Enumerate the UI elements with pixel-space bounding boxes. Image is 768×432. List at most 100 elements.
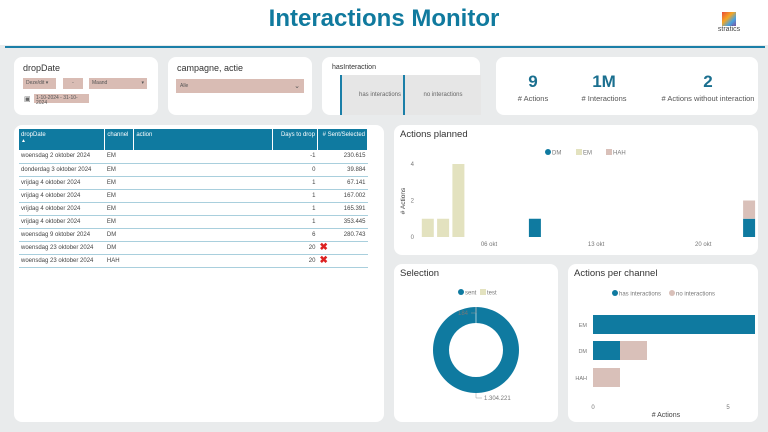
missing-icon: ✖ bbox=[317, 241, 368, 255]
legend-label: HAH bbox=[613, 151, 626, 157]
table-row[interactable]: woensdag 23 oktober 2024 HAH 20 ✖ bbox=[19, 254, 368, 268]
table-cell: vrijdag 4 oktober 2024 bbox=[19, 176, 105, 190]
legend-marker-dm bbox=[545, 149, 551, 155]
column-header[interactable]: channel bbox=[104, 129, 135, 150]
data-label-test: 184 bbox=[458, 311, 469, 317]
y-tick-label: EM bbox=[579, 323, 588, 329]
count-input[interactable]: - bbox=[63, 78, 83, 89]
table-row[interactable]: vrijdag 4 oktober 2024 EM 1 353.445 bbox=[19, 215, 368, 229]
campagne-dropdown[interactable]: Alle ⌄ bbox=[176, 79, 304, 93]
table-cell: -1 bbox=[272, 150, 318, 164]
table-cell: 280.743 bbox=[317, 228, 368, 242]
table-cell: EM bbox=[104, 189, 134, 203]
legend-label: no interactions bbox=[676, 292, 715, 298]
campagne-slicer: campagne, actie Alle ⌄ bbox=[168, 57, 312, 115]
dropdate-slicer: dropDate Deze/dit ▾ - Maand ▾ ▣ 1-10-2024… bbox=[14, 57, 158, 115]
relative-dropdown[interactable]: Deze/dit ▾ bbox=[23, 78, 56, 89]
bar-em-2024-10-04 bbox=[452, 164, 465, 237]
header: Interactions Monitor stratics bbox=[0, 0, 768, 45]
y-tick-label: HAH bbox=[575, 376, 587, 382]
table-row[interactable]: vrijdag 4 oktober 2024 EM 1 167.002 bbox=[19, 189, 368, 203]
unit-dropdown[interactable]: Maand ▾ bbox=[89, 78, 147, 89]
actions-table-card: dropDate ▲ channel action Days to drop # Sent… bbox=[14, 125, 384, 422]
table-cell: 353.445 bbox=[317, 215, 368, 229]
table-cell: 167.002 bbox=[317, 189, 368, 203]
table-cell: 1 bbox=[272, 176, 318, 190]
y-tick-label: DM bbox=[578, 349, 587, 355]
table-cell: 165.391 bbox=[317, 202, 368, 216]
table-cell: DM bbox=[104, 228, 134, 242]
table-cell: 20 bbox=[272, 241, 318, 255]
legend-marker-sent bbox=[458, 289, 464, 295]
actions-planned-card: Actions planned DM EM HAH 0 2 4 # Actions 06 ok… bbox=[394, 125, 758, 255]
table-cell: vrijdag 4 oktober 2024 bbox=[19, 215, 105, 229]
table-cell: DM bbox=[104, 241, 134, 255]
slicer-label: campagne, actie bbox=[177, 63, 244, 73]
table-cell bbox=[133, 215, 273, 229]
table-row[interactable]: woensdag 23 oktober 2024 DM 20 ✖ bbox=[19, 241, 368, 255]
table-row[interactable]: woensdag 2 oktober 2024 EM -1 230.615 bbox=[19, 150, 368, 164]
selection-donut-chart: sent test 184 1.304.221 bbox=[432, 289, 519, 402]
date-range[interactable]: 1-10-2024 - 31-10-2024 bbox=[34, 94, 89, 106]
table-cell: 6 bbox=[272, 228, 318, 242]
table-cell: 0 bbox=[272, 163, 318, 177]
legend-label: test bbox=[487, 291, 497, 297]
header-divider bbox=[5, 46, 765, 48]
legend-marker-no-interactions bbox=[669, 290, 675, 296]
table-cell: 1 bbox=[272, 189, 318, 203]
table-row[interactable]: woensdag 9 oktober 2024 DM 6 280.743 bbox=[19, 228, 368, 242]
stratics-logo: stratics bbox=[712, 12, 746, 33]
y-tick-label: 4 bbox=[411, 162, 415, 168]
table-cell: vrijdag 4 oktober 2024 bbox=[19, 189, 105, 203]
bar-hah-no-interactions bbox=[593, 368, 620, 387]
bar-dm-2024-10-09 bbox=[528, 218, 541, 237]
table-cell bbox=[133, 163, 273, 177]
table-cell: woensdag 23 oktober 2024 bbox=[19, 241, 105, 255]
chart-title: Actions planned bbox=[400, 129, 468, 140]
page-title: Interactions Monitor bbox=[268, 5, 500, 32]
table-cell: EM bbox=[104, 215, 134, 229]
column-header[interactable]: # Sent/Selected bbox=[317, 129, 369, 150]
bar-em-2024-10-03 bbox=[437, 218, 450, 237]
table-cell: 1 bbox=[272, 215, 318, 229]
option-no-interactions[interactable]: no interactions bbox=[403, 75, 481, 115]
table-cell bbox=[133, 189, 273, 203]
kpi-actions-without-interaction: 2 # Actions without interaction bbox=[661, 72, 755, 103]
legend-marker-test bbox=[480, 289, 486, 295]
column-header[interactable]: dropDate ▲ bbox=[19, 129, 106, 150]
x-tick-label: 20 okt bbox=[695, 242, 712, 248]
x-tick-label: 13 okt bbox=[588, 242, 605, 248]
donut-slice-sent bbox=[432, 307, 519, 393]
y-tick-label: 0 bbox=[411, 235, 415, 241]
table-row[interactable]: vrijdag 4 oktober 2024 EM 1 165.391 bbox=[19, 202, 368, 216]
column-header[interactable]: action bbox=[133, 129, 274, 150]
actions-table: dropDate ▲ channel action Days to drop # Sent… bbox=[19, 129, 369, 268]
table-cell: EM bbox=[104, 202, 134, 216]
table-cell: donderdag 3 oktober 2024 bbox=[19, 163, 105, 177]
table-cell: 20 bbox=[272, 254, 318, 268]
legend-marker-hah bbox=[606, 149, 612, 155]
table-cell: EM bbox=[104, 163, 134, 177]
x-tick-label: 0 bbox=[591, 405, 595, 411]
table-cell: 1 bbox=[272, 202, 318, 216]
column-header[interactable]: Days to drop bbox=[272, 129, 318, 150]
table-cell: EM bbox=[104, 150, 134, 164]
x-tick-label: 5 bbox=[726, 405, 730, 411]
kpi-card: 9 # Actions 1M # Interactions 2 # Actions w… bbox=[496, 57, 758, 115]
table-cell bbox=[133, 150, 273, 164]
table-cell: HAH bbox=[104, 254, 134, 268]
y-tick-label: 2 bbox=[411, 199, 415, 205]
table-row[interactable]: donderdag 3 oktober 2024 EM 0 39.884 bbox=[19, 163, 368, 177]
bar-dm-no-interactions bbox=[620, 341, 647, 360]
calendar-icon: ▣ bbox=[24, 96, 31, 103]
table-row[interactable]: vrijdag 4 oktober 2024 EM 1 67.141 bbox=[19, 176, 368, 190]
legend-marker-em bbox=[576, 149, 582, 155]
kpi-actions: 9 # Actions bbox=[517, 72, 549, 103]
table-cell: 230.615 bbox=[317, 150, 368, 164]
actions-per-channel-card: Actions per channel has interactions no i… bbox=[568, 264, 758, 422]
actions-planned-chart: DM EM HAH 0 2 4 # Actions 06 okt 13 okt 20 okt bbox=[400, 149, 756, 248]
logo-mark-icon bbox=[722, 12, 736, 26]
data-label-sent: 1.304.221 bbox=[484, 396, 511, 402]
sort-ascending-icon: ▲ bbox=[21, 138, 26, 144]
y-axis-label: # Actions bbox=[400, 187, 407, 214]
